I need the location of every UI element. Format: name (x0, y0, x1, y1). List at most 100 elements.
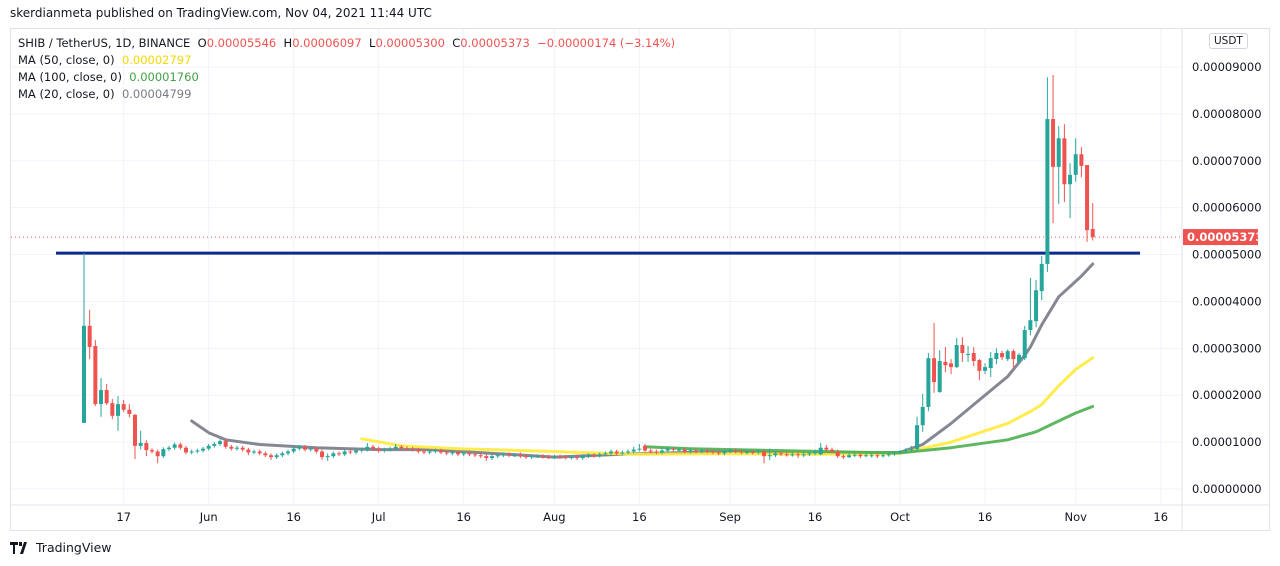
candle-body (1056, 138, 1061, 167)
ma50-value: 0.00002797 (121, 53, 192, 67)
candle-body (580, 456, 585, 459)
candle-body (671, 448, 676, 450)
low-value: 0.00005300 (375, 36, 445, 50)
x-tick-label: 16 (808, 510, 823, 524)
candle-body (195, 450, 200, 452)
candle (541, 454, 546, 459)
candle (745, 450, 750, 455)
candle (903, 448, 908, 453)
candle-body (563, 457, 568, 459)
candle (711, 449, 716, 455)
candle-body (133, 414, 138, 446)
candle (189, 449, 194, 455)
candle (405, 446, 410, 451)
candle (461, 451, 466, 457)
tradingview-logo[interactable]: TradingView (10, 540, 112, 555)
candle (575, 455, 580, 460)
currency-button[interactable]: USDT (1209, 33, 1248, 49)
y-tick-label: 0.00004000 (1192, 294, 1262, 308)
candle (444, 450, 449, 456)
x-tick-label: Jun (199, 510, 218, 524)
candle-body (994, 353, 999, 360)
candle-body (161, 449, 166, 457)
candle-body (342, 451, 347, 455)
ma100-label[interactable]: MA (100, close, 0) (18, 70, 122, 84)
candle (433, 448, 438, 454)
candle (348, 449, 353, 455)
high-value: 0.00006097 (292, 36, 362, 50)
candle-body (575, 457, 580, 459)
candle-body (155, 451, 160, 457)
ma50-line (360, 356, 1095, 456)
x-tick-label: Sep (719, 510, 741, 524)
candle (297, 444, 302, 451)
candle (1085, 164, 1090, 242)
candle (263, 451, 268, 458)
candle-body (263, 453, 268, 456)
tradingview-logo-text: TradingView (36, 540, 112, 555)
x-tick-label: 16 (978, 510, 993, 524)
candle (138, 430, 143, 450)
candle (359, 447, 364, 453)
candle-body (677, 449, 682, 451)
candle (603, 451, 608, 457)
candle (512, 453, 517, 458)
candle (473, 452, 478, 458)
candle-body (966, 353, 971, 355)
candle-body (954, 345, 959, 368)
x-tick-label: 16 (456, 510, 471, 524)
candle-body (337, 453, 342, 455)
candle (427, 449, 432, 455)
candle-body (427, 451, 432, 453)
candle-body (756, 451, 761, 453)
candle (144, 440, 149, 457)
candle (206, 443, 211, 451)
candle-body (552, 456, 557, 458)
candle (1034, 279, 1039, 328)
candle (580, 454, 585, 460)
candle (1000, 350, 1005, 361)
candle-body (501, 454, 506, 456)
candle (966, 345, 971, 362)
candle-body (399, 446, 404, 449)
candle-body (898, 451, 903, 453)
x-tick-label: Nov (1064, 510, 1087, 524)
candle-body (875, 455, 880, 457)
candle-body (1062, 138, 1067, 185)
candle-body (365, 446, 370, 450)
candle (240, 445, 245, 452)
x-tick-label: Aug (543, 510, 565, 524)
candle (586, 453, 591, 459)
candle (1028, 278, 1033, 336)
symbol-label[interactable]: SHIB / TetherUS, 1D, BINANCE (18, 36, 191, 50)
candle (257, 449, 262, 456)
candle (393, 443, 398, 451)
legend-ma20: MA (20, close, 0) 0.00004799 (18, 86, 675, 103)
candle-body (1011, 351, 1016, 360)
candle-body (320, 451, 325, 458)
candle (456, 450, 461, 457)
candle (495, 453, 500, 459)
candle-body (184, 447, 189, 453)
candle-body (971, 353, 976, 361)
candle (342, 449, 347, 457)
candle (87, 309, 92, 360)
candle (478, 453, 483, 459)
candle (365, 443, 370, 452)
candle-body (308, 448, 313, 450)
candle-body (626, 451, 631, 453)
candle (631, 446, 636, 454)
candle (694, 448, 699, 454)
candle (733, 448, 738, 454)
candle (835, 449, 840, 459)
candle (382, 447, 387, 453)
ma20-label[interactable]: MA (20, close, 0) (18, 87, 115, 101)
candle (325, 453, 330, 461)
ma50-label[interactable]: MA (50, close, 0) (18, 53, 115, 67)
candle (864, 453, 869, 458)
legend-ohlc: SHIB / TetherUS, 1D, BINANCE O0.00005546… (18, 35, 675, 52)
candle (286, 449, 291, 456)
candle (807, 451, 812, 457)
candle-body (762, 451, 767, 457)
